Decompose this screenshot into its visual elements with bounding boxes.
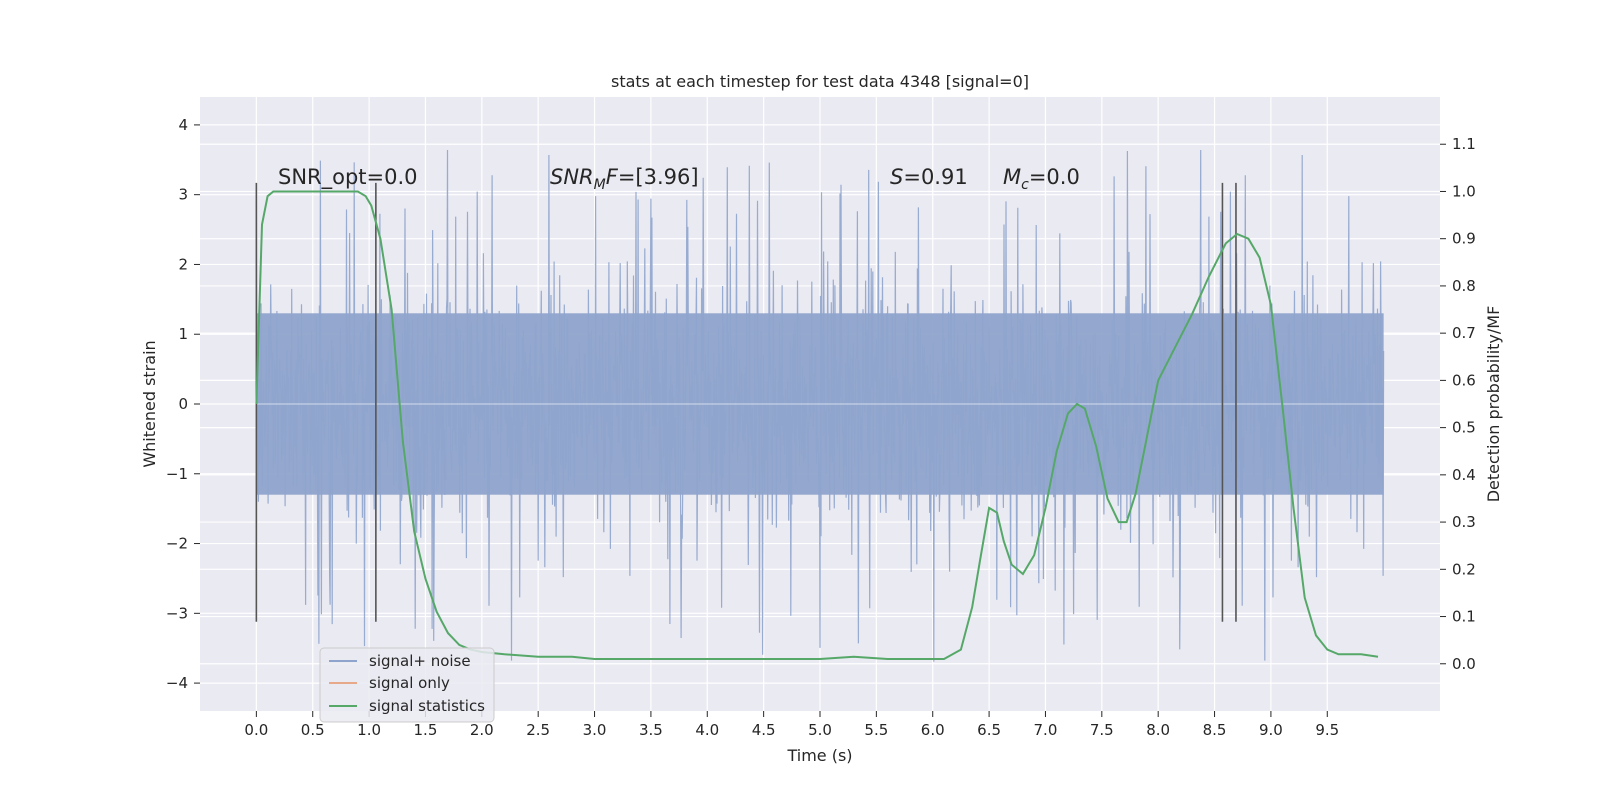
annotation-mc-value: =0.0 xyxy=(1029,165,1080,189)
y-right-tick-label: 0.6 xyxy=(1452,371,1476,389)
x-tick-label: 0.5 xyxy=(301,721,325,739)
annotation-mc-sub: c xyxy=(1021,177,1029,193)
x-tick-label: 2.5 xyxy=(526,721,550,739)
x-tick-label: 9.5 xyxy=(1315,721,1339,739)
annotation-s-value: =0.91 xyxy=(903,165,967,189)
y-right-tick-label: 0.2 xyxy=(1452,560,1476,578)
chart-title: stats at each timestep for test data 434… xyxy=(611,72,1029,91)
y-right-tick-label: 0.3 xyxy=(1452,513,1476,531)
x-tick-label: 1.5 xyxy=(414,721,438,739)
annotation-snr-mf: SNRMF=[3.96] xyxy=(550,165,699,193)
x-tick-label: 3.0 xyxy=(583,721,607,739)
x-tick-label: 1.0 xyxy=(357,721,381,739)
annotation-snr-mf-value: =[3.96] xyxy=(618,165,699,189)
x-tick-label: 8.5 xyxy=(1203,721,1227,739)
x-axis-ticks: 0.0 0.5 1.0 1.5 2.0 2.5 3.0 3.5 4.0 4.5 5.0 5.5 6.0 6… xyxy=(244,711,1339,739)
x-tick-label: 4.0 xyxy=(695,721,719,739)
y-tick-label: −4 xyxy=(166,674,188,692)
y-tick-label: 0 xyxy=(178,395,188,413)
x-tick-label: 3.5 xyxy=(639,721,663,739)
x-tick-label: 8.0 xyxy=(1146,721,1170,739)
legend-label-signal-only: signal only xyxy=(369,674,450,692)
y-right-tick-label: 1.1 xyxy=(1452,135,1476,153)
x-tick-label: 5.5 xyxy=(864,721,888,739)
x-tick-label: 9.0 xyxy=(1259,721,1283,739)
annotation-s-label: S xyxy=(890,165,903,189)
annotation-snr-mf-label: SNR xyxy=(550,165,594,189)
x-tick-label: 5.0 xyxy=(808,721,832,739)
y-right-tick-label: 1.0 xyxy=(1452,182,1476,200)
legend: signal+ noise signal only signal statist… xyxy=(319,647,495,723)
y-tick-label: 4 xyxy=(178,116,188,134)
y-tick-label: 3 xyxy=(178,186,188,204)
y-right-tick-label: 0.7 xyxy=(1452,324,1476,342)
y-axis-label: Whitened strain xyxy=(140,340,159,467)
y-right-tick-label: 0.0 xyxy=(1452,655,1476,673)
x-tick-label: 6.0 xyxy=(921,721,945,739)
annotation-snr-opt: SNR_opt=0.0 xyxy=(278,165,418,190)
y-axis-right-label: Detection probability/MF xyxy=(1484,306,1503,503)
annotation-s: S=0.91 xyxy=(890,165,968,189)
x-tick-label: 7.0 xyxy=(1034,721,1058,739)
x-tick-label: 6.5 xyxy=(977,721,1001,739)
y-right-tick-label: 0.9 xyxy=(1452,230,1476,248)
annotation-mc: Mc=0.0 xyxy=(1003,165,1080,193)
legend-label-signal-statistics: signal statistics xyxy=(369,697,485,715)
x-tick-label: 4.5 xyxy=(752,721,776,739)
x-tick-label: 2.0 xyxy=(470,721,494,739)
legend-label-signal-noise: signal+ noise xyxy=(369,652,471,670)
x-axis-label: Time (s) xyxy=(786,746,852,765)
y-right-tick-label: 0.8 xyxy=(1452,277,1476,295)
series-signal-noise xyxy=(255,149,1385,662)
annotation-snr-mf-tail: F xyxy=(606,165,619,189)
y-right-tick-label: 0.4 xyxy=(1452,466,1476,484)
y-tick-label: 1 xyxy=(178,325,188,343)
annotation-mc-label: M xyxy=(1003,165,1021,189)
y-tick-label: −2 xyxy=(166,535,188,553)
x-tick-label: 7.5 xyxy=(1090,721,1114,739)
y-axis-right-ticks: 0.0 0.1 0.2 0.3 0.4 0.5 0.6 0.7 0.8 0.9 1.0 1.1 xyxy=(1440,135,1476,673)
annotation-snr-mf-sub: M xyxy=(594,177,606,193)
y-axis-ticks: 4 3 2 1 0 −1 −2 −3 −4 xyxy=(166,116,200,692)
y-tick-label: 2 xyxy=(178,255,188,273)
y-right-tick-label: 0.5 xyxy=(1452,419,1476,437)
x-tick-label: 0.0 xyxy=(244,721,268,739)
y-tick-label: −3 xyxy=(166,604,188,622)
series-signal-statistics-line xyxy=(255,190,1379,660)
y-right-tick-label: 0.1 xyxy=(1452,608,1476,626)
legend-box xyxy=(319,647,495,723)
y-tick-label: −1 xyxy=(166,465,188,483)
